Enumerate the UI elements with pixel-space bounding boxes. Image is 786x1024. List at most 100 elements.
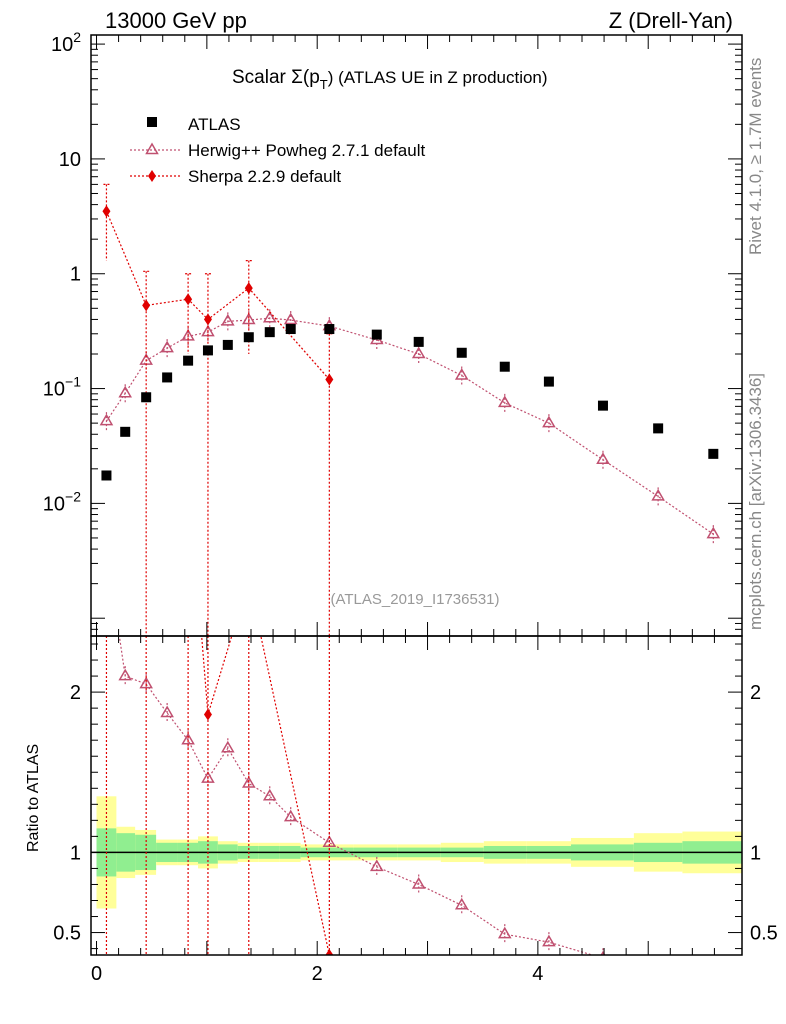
- sherpa-line: [105, 211, 330, 380]
- herwig-ratio-point: [221, 740, 235, 753]
- xtick-label: 0: [91, 963, 102, 985]
- sherpa-point: [102, 205, 111, 218]
- axes: 10−2 10−1 1 10 102 0.5 0.5 1 1 2 2 0 2 4: [43, 29, 778, 985]
- plot-title-rest: ) (ATLAS UE in Z production): [328, 68, 548, 87]
- atlas-point: [653, 423, 664, 434]
- atlas-point: [264, 327, 275, 338]
- rivet-label: Rivet 4.1.0, ≥ 1.7M events: [746, 58, 765, 255]
- herwig-point: [181, 328, 195, 341]
- herwig-ratio-point: [322, 835, 337, 848]
- main-ytick-label: 10: [59, 149, 81, 171]
- plot-title: Scalar Σ(pT) (ATLAS UE in Z production): [232, 67, 548, 92]
- ratio-frame: [90, 635, 743, 956]
- herwig-point: [651, 488, 665, 501]
- plot-title-main: Scalar Σ(p: [232, 67, 320, 88]
- atlas-point: [202, 345, 213, 356]
- atlas-point: [371, 329, 382, 340]
- ratio-ylabel: Ratio to ATLAS: [25, 744, 42, 852]
- herwig-ratio-point: [201, 771, 215, 783]
- atlas-point: [183, 355, 194, 366]
- sherpa-ratio-point: [184, 462, 192, 474]
- atlas-point: [456, 347, 467, 358]
- ratio-ytick-label: 0.5: [53, 923, 81, 945]
- ratio-ytick-label: 1: [70, 842, 81, 864]
- legend-sherpa-marker: [148, 170, 156, 182]
- herwig-ratio-point: [600, 950, 606, 955]
- herwig-ratio-point: [160, 705, 174, 718]
- atlas-point: [324, 324, 335, 335]
- sherpa-ratio-point: [203, 708, 212, 721]
- herwig-ratio-point: [181, 732, 195, 745]
- herwig-ratio-point: [139, 676, 153, 689]
- herwig-point: [99, 413, 114, 426]
- herwig-point: [160, 340, 174, 353]
- main-ytick-label: 10−1: [43, 374, 81, 401]
- herwig-point: [706, 526, 721, 539]
- atlas-point: [162, 372, 173, 383]
- herwig-ratio-point: [497, 926, 512, 939]
- herwig-point: [411, 346, 426, 359]
- data-marks: [99, 183, 721, 985]
- herwig-point: [262, 310, 277, 323]
- herwig-point: [241, 312, 256, 325]
- herwig-ratio-point: [542, 934, 556, 947]
- xtick-label: 2: [312, 963, 323, 985]
- atlas-point: [243, 332, 254, 343]
- herwig-ratio-point: [708, 975, 719, 985]
- atlas-point: [120, 426, 131, 437]
- atlas-point: [543, 376, 554, 387]
- herwig-point: [118, 385, 133, 398]
- herwig-ratio-point: [118, 668, 133, 681]
- sherpa-ratio-line: [201, 636, 330, 955]
- uncertainty-bands: [91, 796, 742, 909]
- xtick-label: 4: [532, 963, 543, 985]
- ratio-ytick-label-right: 1: [750, 842, 761, 864]
- herwig-point: [283, 312, 298, 325]
- herwig-ratio-line: [118, 636, 595, 955]
- ratio-ytick-label: 2: [70, 682, 81, 704]
- energy-label: 13000 GeV pp: [105, 8, 247, 33]
- herwig-point: [542, 415, 556, 428]
- sherpa-ratio-point: [325, 949, 334, 955]
- atlas-point: [413, 336, 424, 347]
- ratio-ytick-label-right: 0.5: [750, 923, 778, 945]
- legend-sherpa-label: Sherpa 2.2.9 default: [188, 167, 341, 186]
- herwig-ratio-point: [262, 788, 277, 801]
- herwig-point: [454, 367, 469, 380]
- main-ytick-label: 102: [51, 29, 81, 56]
- herwig-point: [596, 452, 610, 464]
- sherpa-point: [203, 313, 212, 326]
- atlas-point: [285, 324, 296, 335]
- herwig-ratio-point: [241, 775, 256, 788]
- main-series: [99, 183, 721, 636]
- legend-herwig-marker: [145, 142, 159, 155]
- sherpa-point: [142, 299, 151, 312]
- analysis-reference: (ATLAS_2019_I1736531): [330, 591, 499, 608]
- mcplots-label: mcplots.cern.ch [arXiv:1306.3436]: [746, 373, 765, 630]
- atlas-point: [222, 339, 233, 350]
- herwig-point: [497, 395, 512, 408]
- atlas-point: [141, 392, 152, 403]
- herwig-ratio-point: [454, 897, 469, 910]
- legend-herwig-label: Herwig++ Powheg 2.7.1 default: [188, 141, 425, 160]
- main-ytick-label: 10−2: [43, 488, 81, 515]
- atlas-point: [708, 448, 719, 459]
- legend-atlas-marker: [147, 117, 157, 127]
- ratio-ytick-label-right: 2: [750, 682, 761, 704]
- process-label: Z (Drell-Yan): [609, 8, 733, 33]
- main-ytick-label: 1: [70, 264, 81, 286]
- atlas-point: [101, 470, 112, 481]
- plot-title-sub: T: [320, 77, 328, 92]
- sherpa-ratio-point: [245, 574, 253, 586]
- herwig-line: [105, 317, 714, 535]
- ratio-panel: [91, 796, 742, 909]
- sherpa-point: [244, 282, 253, 295]
- legend: ATLAS Herwig++ Powheg 2.7.1 default Sher…: [130, 115, 425, 186]
- herwig-ratio-point: [101, 542, 112, 552]
- atlas-point: [597, 400, 608, 411]
- ratio-series: [101, 462, 719, 985]
- herwig-ratio-point: [283, 809, 298, 822]
- herwig-ratio-point: [369, 859, 384, 872]
- sherpa-point: [325, 373, 334, 386]
